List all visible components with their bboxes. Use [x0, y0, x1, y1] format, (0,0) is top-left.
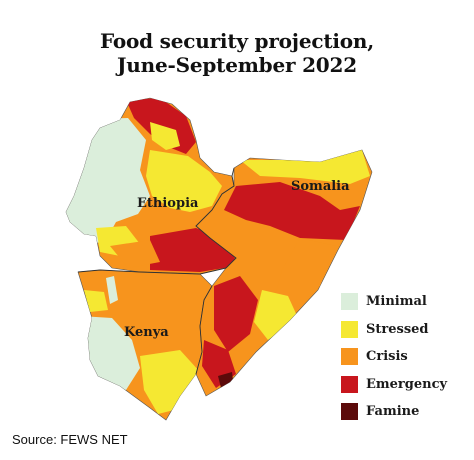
somalia-label: Somalia: [291, 179, 350, 194]
kenya-minimal-lake: [106, 276, 118, 304]
ethiopia-kenya-border: [77, 267, 227, 275]
legend-label-stressed: Stressed: [366, 322, 429, 337]
somalia-stressed-north: [240, 150, 370, 184]
source-note: Source: FEWS NET: [12, 432, 128, 447]
legend-swatch-famine: [341, 403, 358, 420]
ethiopia-crisis-southwest: [110, 240, 160, 268]
map-title-line-1: Food security projection,: [99, 29, 375, 53]
legend-item-minimal: Minimal: [341, 292, 471, 312]
somalia-crisis-coast: [274, 238, 336, 316]
ethiopia-label: Ethiopia: [137, 196, 199, 211]
legend-label-emergency: Emergency: [366, 377, 448, 392]
ethiopia-stressed-central: [146, 150, 222, 212]
kenya-label: Kenya: [124, 325, 169, 340]
ethiopia-zones: [65, 97, 237, 275]
kenya-stressed-west: [84, 290, 108, 312]
legend-swatch-minimal: [341, 293, 358, 310]
legend-swatch-emergency: [341, 376, 358, 393]
ethiopia-stressed-north: [150, 122, 180, 150]
map-title-line-2: June-September 2022: [117, 53, 357, 77]
kenya-somalia-border: [195, 285, 213, 375]
legend-item-emergency: Emergency: [341, 375, 471, 395]
ethiopia-somalia-border: [195, 167, 237, 269]
somalia-zones: [195, 149, 373, 397]
legend-item-crisis: Crisis: [341, 347, 471, 367]
legend-label-famine: Famine: [366, 404, 420, 419]
legend-swatch-crisis: [341, 348, 358, 365]
legend-label-crisis: Crisis: [366, 349, 408, 364]
legend-item-stressed: Stressed: [341, 320, 471, 340]
legend-label-minimal: Minimal: [366, 294, 427, 309]
somalia-stressed-south: [254, 290, 298, 340]
kenya-zones: [77, 269, 213, 421]
legend-item-famine: Famine: [341, 402, 471, 422]
somalia-emergency-band: [224, 182, 360, 240]
somalia-emergency-south: [214, 276, 258, 352]
legend-swatch-stressed: [341, 321, 358, 338]
